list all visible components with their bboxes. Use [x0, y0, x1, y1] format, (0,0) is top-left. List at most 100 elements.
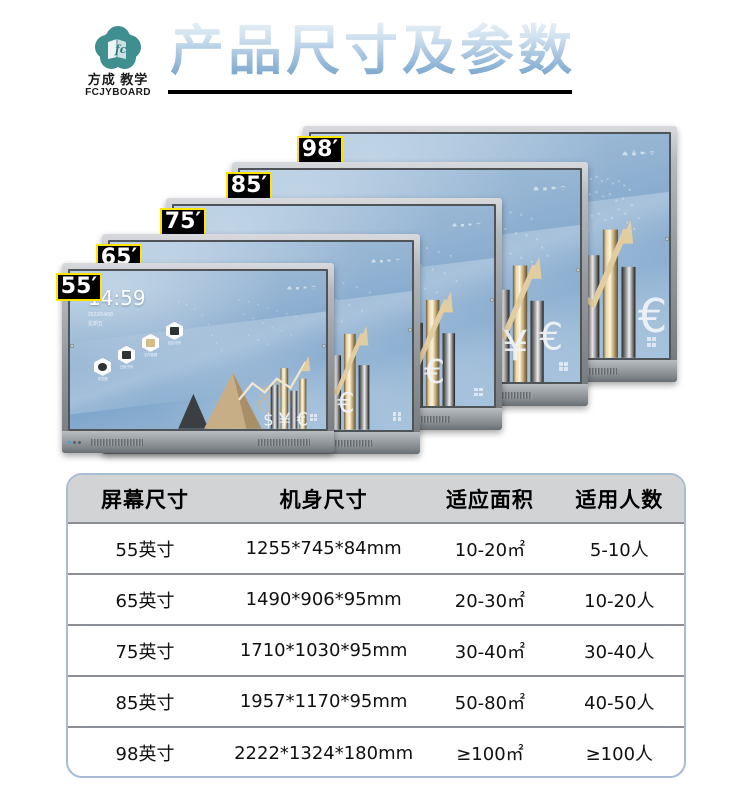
world-map-texture	[162, 284, 321, 376]
svg-text:€: €	[296, 410, 308, 429]
cell-people: 10-20人	[554, 574, 684, 626]
col-header-body-size: 机身尺寸	[222, 475, 426, 524]
whiteboard-icon	[118, 345, 136, 364]
grid-dots-icon[interactable]	[474, 387, 483, 396]
pen-icon	[166, 321, 184, 340]
cell-area: 10-20㎡	[425, 523, 555, 575]
col-header-screen-size: 屏幕尺寸	[68, 475, 222, 524]
cell-area: ≥100㎡	[456, 744, 524, 765]
cell-people: 30-40人	[554, 625, 684, 677]
table-row: 98英寸 2222*1324*180mm ≥100㎡ ≥100人	[68, 727, 684, 776]
finance-artwork: $ ¥ €	[119, 315, 324, 429]
date-label: 2022/04/08	[87, 311, 113, 318]
camera-icon	[468, 214, 473, 232]
app-shortcut[interactable]: 文件管理	[142, 333, 160, 357]
camera-icon	[640, 143, 646, 161]
cell-screen-size: 65英寸	[68, 574, 222, 626]
table-row: 65英寸 1490*906*95mm 20-30㎡ 10-20人	[68, 574, 684, 626]
screen-status-icons	[452, 214, 481, 232]
svg-text:$: $	[263, 411, 274, 429]
table-row: 75英寸 1710*1030*95mm 30-40㎡ 30-40人	[68, 625, 684, 677]
wifi-icon	[476, 214, 481, 232]
cell-area: 20-30㎡	[425, 574, 555, 626]
app-shortcut[interactable]: 白板书写	[118, 345, 136, 369]
camera-icon	[387, 250, 392, 268]
flower-book-logo-icon: fc	[95, 26, 141, 70]
clock-widget: 14:59	[87, 285, 146, 310]
table-row: 55英寸 1255*745*84mm 10-20㎡ 5-10人	[68, 523, 684, 575]
page-title: 产品尺寸及参数	[170, 19, 576, 82]
compass-icon	[94, 357, 112, 376]
lock-icon	[460, 214, 465, 232]
side-button[interactable]	[322, 343, 326, 348]
home-icon	[452, 214, 457, 232]
cell-screen-size: 85英寸	[68, 676, 222, 728]
screen-status-icons	[533, 178, 567, 196]
screen-status-icons	[622, 143, 655, 161]
table-header-row: 屏幕尺寸 机身尺寸 适应面积 适用人数	[68, 475, 684, 524]
screen-status-icons	[371, 250, 400, 268]
table-row: 85英寸 1957*1170*95mm 50-80㎡ 40-50人	[68, 676, 684, 728]
cell-body-size: 1490*906*95mm	[222, 574, 426, 626]
spec-table: 屏幕尺寸 机身尺寸 适应面积 适用人数 55英寸 1255*745*84mm 1…	[68, 475, 684, 776]
svg-text:fc: fc	[114, 43, 127, 56]
wifi-icon	[649, 143, 655, 161]
grid-dots-icon[interactable]	[309, 413, 318, 422]
screen-status-icons	[287, 277, 316, 295]
side-button[interactable]	[490, 298, 494, 302]
cell-area: 30-40㎡	[425, 625, 555, 677]
grid-dots-icon[interactable]	[558, 361, 569, 372]
svg-text:€: €	[424, 352, 445, 391]
side-button[interactable]	[576, 267, 580, 272]
tv-bottom-bezel	[62, 431, 334, 453]
app-shortcut[interactable]: 自由书写	[166, 321, 184, 345]
home-icon	[287, 277, 292, 295]
brand-logo: fc 方成 教学 FCJYBOARD	[72, 26, 164, 102]
svg-text:€: €	[637, 289, 665, 343]
cell-people: ≥100人	[585, 744, 654, 765]
tv-55[interactable]: $ ¥ € 14:59 2022/04/08 星期五 浏览器	[56, 263, 334, 453]
grid-dots-icon[interactable]	[646, 337, 657, 347]
camera-icon	[551, 178, 557, 196]
size-badge-55: 55′	[56, 273, 102, 301]
size-badge-75: 75′	[160, 208, 206, 236]
side-button[interactable]	[408, 328, 412, 333]
lock-icon	[295, 277, 300, 295]
size-badge-85: 85′	[226, 172, 272, 200]
cell-body-size: 1957*1170*95mm	[222, 676, 426, 728]
cell-body-size: 2222*1324*180mm	[234, 742, 414, 764]
camera-icon	[303, 277, 308, 295]
spec-table-container: 屏幕尺寸 机身尺寸 适应面积 适用人数 55英寸 1255*745*84mm 1…	[66, 473, 686, 778]
cell-body-size: 1255*745*84mm	[222, 523, 426, 575]
cell-area: 50-80㎡	[425, 676, 555, 728]
col-header-people: 适用人数	[554, 475, 684, 524]
cell-body-size: 1710*1030*95mm	[222, 625, 426, 677]
cell-people: 5-10人	[554, 523, 684, 575]
home-icon	[622, 143, 628, 161]
lock-icon	[542, 178, 548, 196]
app-shortcut[interactable]: 浏览器	[94, 357, 112, 381]
cell-people: 40-50人	[554, 676, 684, 728]
lock-icon	[631, 143, 637, 161]
title-underline	[168, 90, 572, 94]
page-header: fc 方成 教学 FCJYBOARD 产品尺寸及参数	[0, 0, 750, 118]
wifi-icon	[560, 178, 567, 196]
side-button[interactable]	[70, 343, 74, 348]
desktop-widgets: 14:59 2022/04/08 星期五 浏览器 白板书写	[88, 287, 242, 385]
wifi-icon	[311, 277, 316, 295]
lock-icon	[379, 250, 384, 268]
svg-text:¥: ¥	[502, 321, 529, 370]
size-badge-98: 98′	[297, 136, 343, 164]
home-icon	[533, 178, 539, 196]
cell-screen-size: 55英寸	[68, 523, 222, 575]
svg-text:€: €	[539, 314, 563, 358]
cell-screen-size: 75英寸	[68, 625, 222, 677]
wifi-icon	[395, 250, 400, 268]
home-icon	[371, 250, 376, 268]
brand-name-en: FCJYBOARD	[85, 87, 151, 98]
grid-dots-icon[interactable]	[392, 412, 402, 421]
page-title-wrap: 产品尺寸及参数	[168, 20, 578, 82]
side-button[interactable]	[665, 237, 669, 242]
cell-screen-size: 98英寸	[115, 744, 175, 765]
